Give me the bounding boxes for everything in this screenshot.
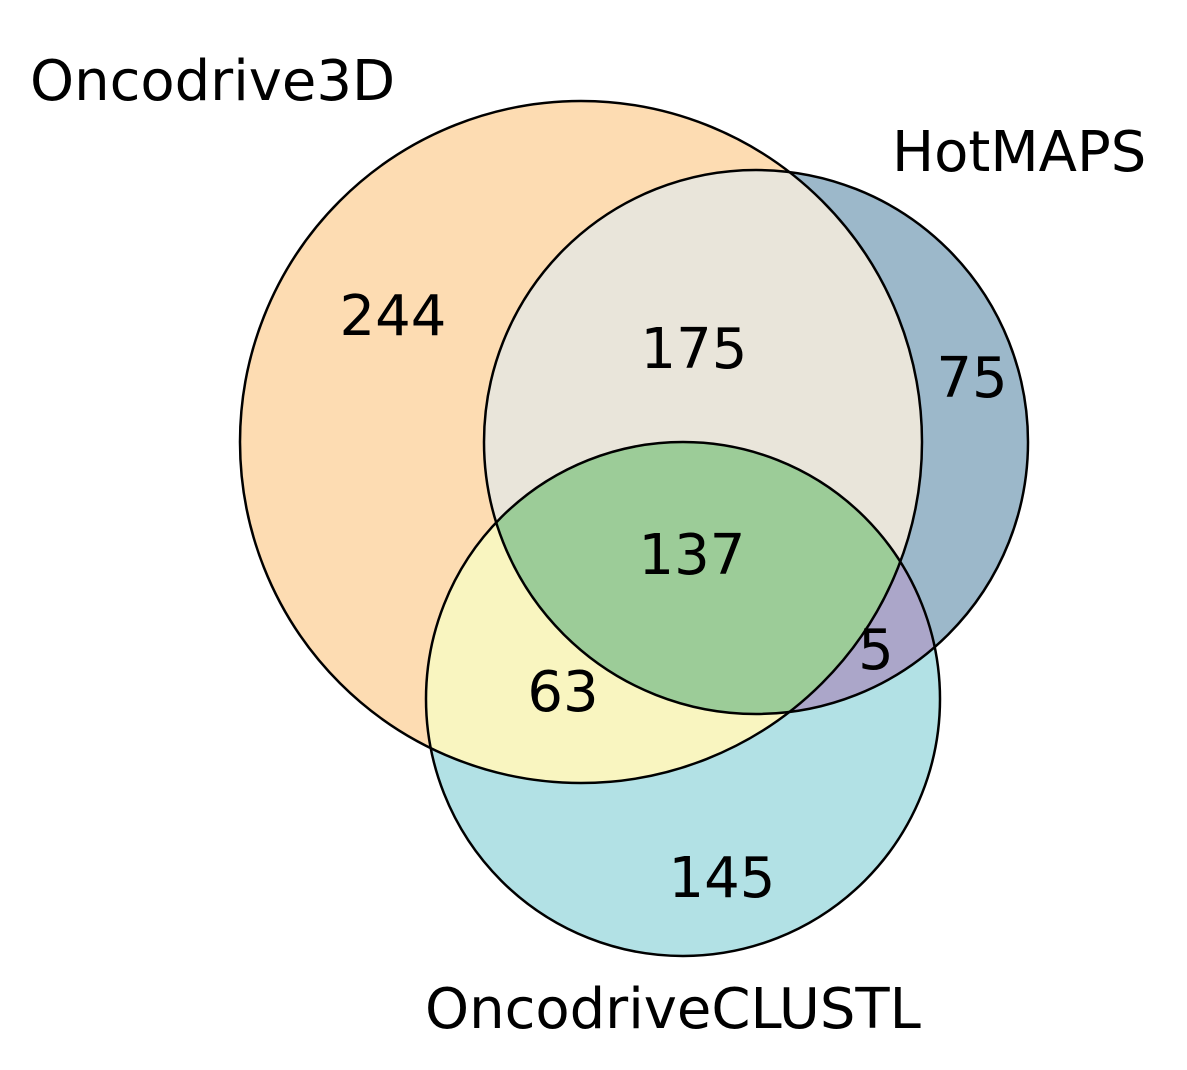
count-oncodrive3d-only: 244 [340, 284, 447, 349]
count-oncodriveclustl-only: 145 [669, 846, 776, 911]
count-hotmaps-oncodriveclustl: 5 [858, 618, 894, 683]
set-label-oncodriveclustl: OncodriveCLUSTL [425, 977, 921, 1042]
set-label-oncodrive3d: Oncodrive3D [30, 49, 395, 114]
hotmaps-circle-outline [482, 168, 1030, 716]
count-hotmaps-only: 75 [936, 346, 1007, 411]
oncodrive3d-circle-outline [238, 99, 924, 785]
count-oncodrive3d-oncodriveclustl: 63 [527, 660, 598, 725]
set-label-hotmaps: HotMAPS [892, 120, 1146, 185]
oncodriveclustl-circle-outline [424, 440, 942, 958]
count-all-three: 137 [639, 523, 746, 588]
region-all-three [484, 442, 922, 714]
count-oncodrive3d-hotmaps: 175 [641, 317, 748, 382]
